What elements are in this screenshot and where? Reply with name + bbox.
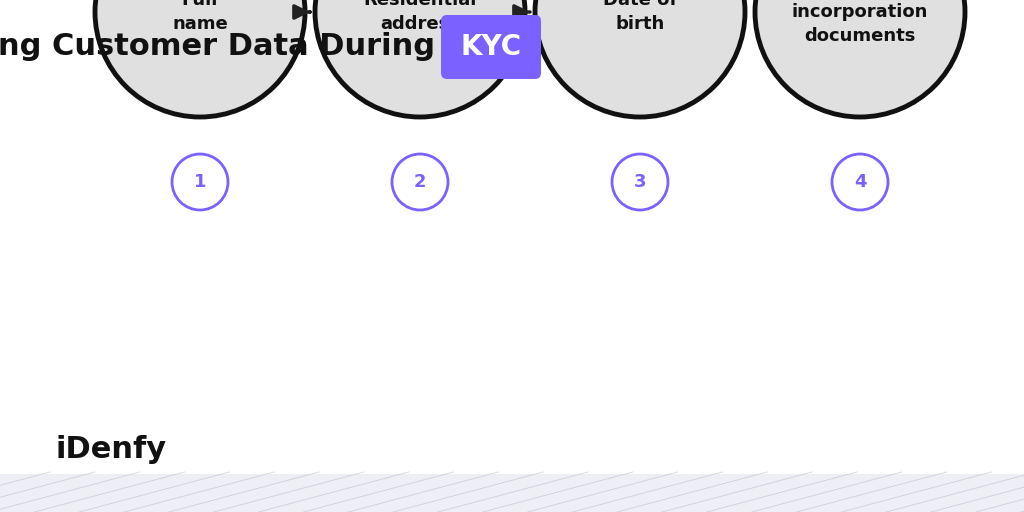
Circle shape	[315, 0, 525, 117]
Text: Residential
address: Residential address	[364, 0, 477, 33]
Text: 3: 3	[634, 173, 646, 191]
Text: 2: 2	[414, 173, 426, 191]
FancyBboxPatch shape	[441, 15, 541, 79]
Text: iDenfy: iDenfy	[55, 436, 166, 464]
Text: Company
incorporation
documents: Company incorporation documents	[792, 0, 928, 45]
Text: Date of
birth: Date of birth	[603, 0, 677, 33]
Circle shape	[392, 154, 449, 210]
Text: KYC: KYC	[461, 33, 521, 61]
Circle shape	[755, 0, 965, 117]
Circle shape	[172, 154, 228, 210]
Circle shape	[95, 0, 305, 117]
FancyBboxPatch shape	[0, 474, 1024, 512]
Circle shape	[535, 0, 745, 117]
Text: 4: 4	[854, 173, 866, 191]
Circle shape	[831, 154, 888, 210]
Text: Collecting Customer Data During: Collecting Customer Data During	[0, 32, 435, 61]
Circle shape	[612, 154, 668, 210]
Text: Full
name: Full name	[172, 0, 228, 33]
Text: 1: 1	[194, 173, 206, 191]
